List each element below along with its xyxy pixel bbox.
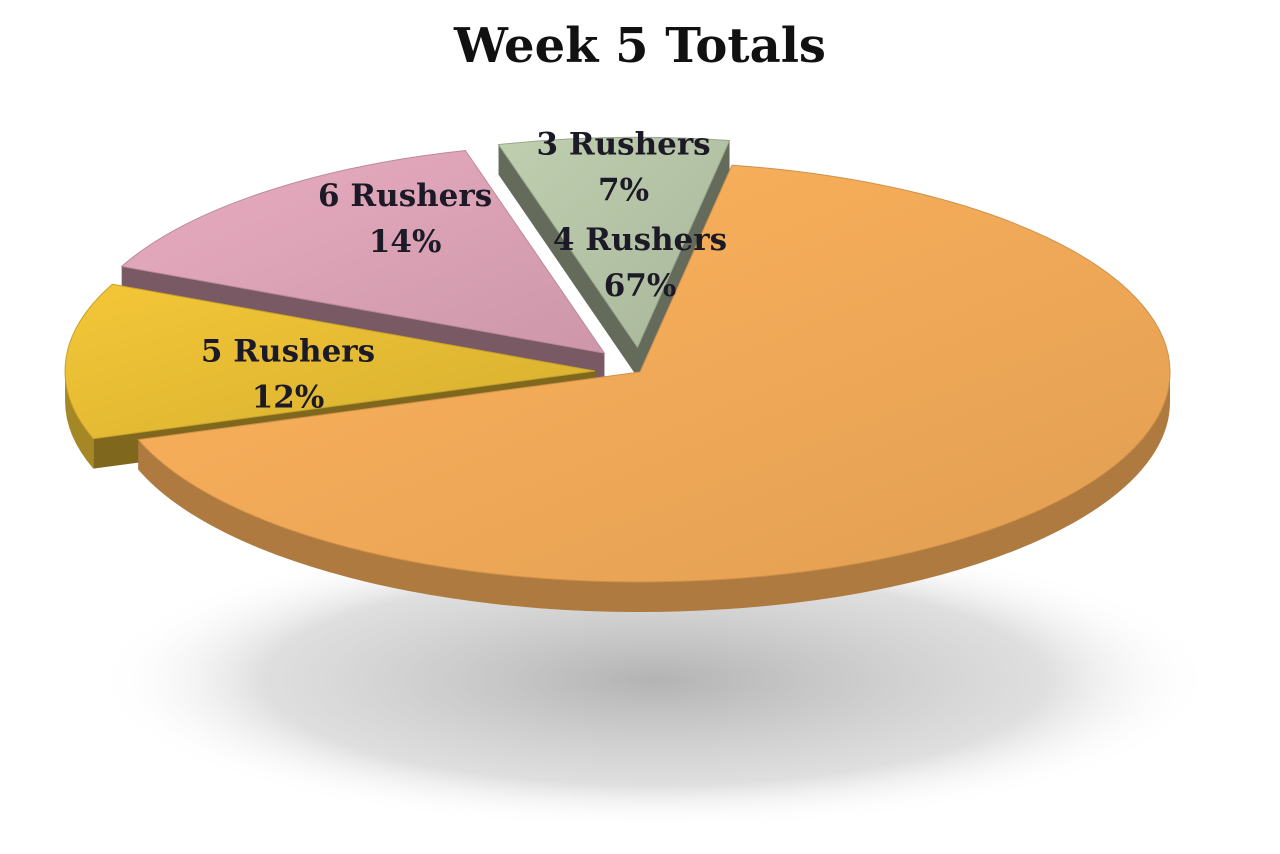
slice-wall-3-rushers-0 xyxy=(498,144,638,378)
slice-value-3-rushers: 7% xyxy=(598,172,649,208)
chart-title: Week 5 Totals xyxy=(454,18,826,74)
pie-slice-3-rushers xyxy=(497,136,731,349)
pie-slice-4-rushers xyxy=(137,164,1171,583)
pie-shadow xyxy=(95,530,1215,830)
pie-slice-6-rushers xyxy=(120,149,606,354)
slice-value-4-rushers: 67% xyxy=(604,268,677,304)
slice-value-5-rushers: 12% xyxy=(252,380,325,416)
slice-value-6-rushers: 14% xyxy=(369,224,442,260)
slice-label-3-rushers: 3 Rushers xyxy=(536,126,710,162)
pie-slice-5-rushers xyxy=(64,283,596,440)
slice-labels: 4 Rushers 67% 5 Rushers 12% 6 Rushers 14% 3 Ru… xyxy=(201,126,727,415)
slice-tops xyxy=(64,136,1171,583)
slice-label-6-rushers: 6 Rushers xyxy=(318,178,492,214)
slice-wall-3-rushers-1 xyxy=(637,140,730,378)
slice-label-4-rushers: 4 Rushers xyxy=(553,222,727,258)
slice-label-5-rushers: 5 Rushers xyxy=(201,334,375,370)
